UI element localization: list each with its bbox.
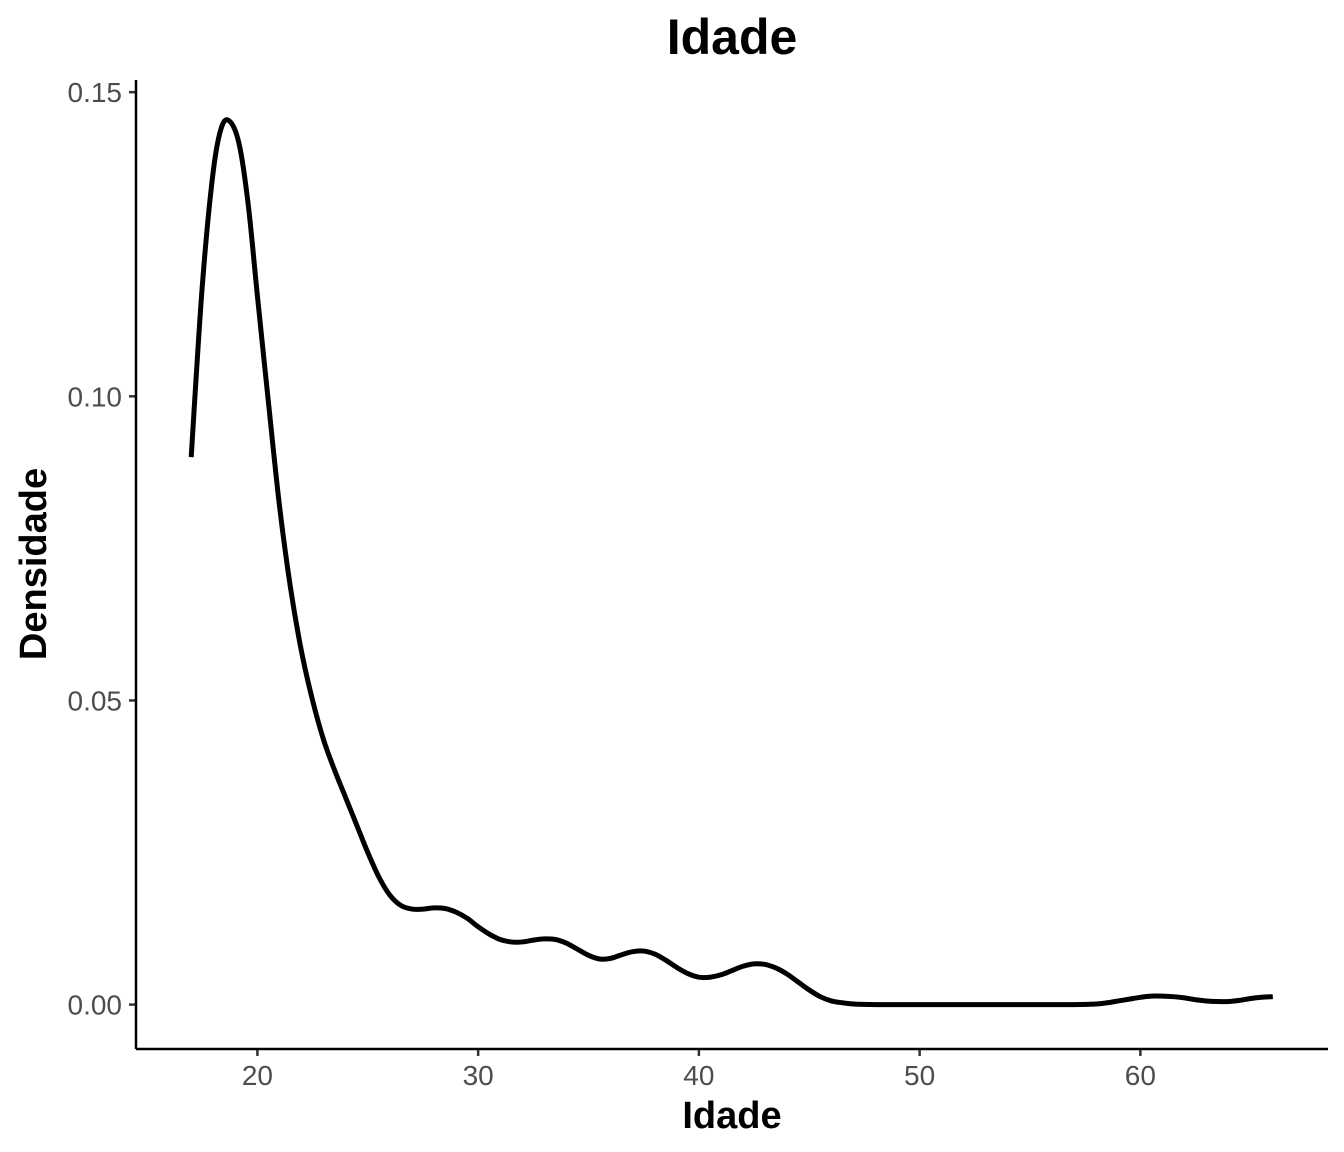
- y-tick-label: 0.10: [68, 381, 123, 412]
- x-tick-label: 50: [904, 1060, 935, 1091]
- x-axis-ticks: 20 30 40 50 60: [242, 1049, 1156, 1091]
- x-tick-label: 20: [242, 1060, 273, 1091]
- y-axis-title: Densidade: [13, 468, 55, 660]
- chart-title: Idade: [667, 9, 798, 65]
- x-axis-title: Idade: [682, 1095, 781, 1137]
- y-tick-label: 0.15: [68, 77, 123, 108]
- x-tick-label: 40: [683, 1060, 714, 1091]
- density-curve: [188, 117, 1273, 1008]
- y-tick-label: 0.05: [68, 685, 123, 716]
- x-tick-label: 30: [463, 1060, 494, 1091]
- y-tick-label: 0.00: [68, 990, 123, 1021]
- x-tick-label: 60: [1125, 1060, 1156, 1091]
- y-axis-ticks: 0.00 0.05 0.10 0.15: [68, 77, 136, 1021]
